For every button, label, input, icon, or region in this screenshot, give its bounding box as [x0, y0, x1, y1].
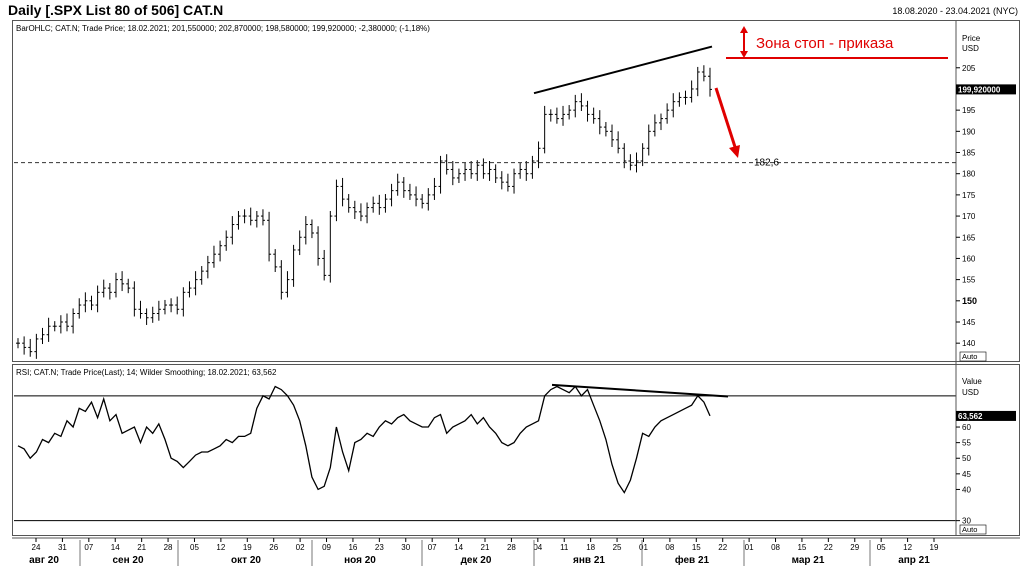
x-day-label: 16 [348, 543, 357, 552]
x-day-label: 05 [877, 543, 886, 552]
rsi-tick-label: 40 [962, 485, 971, 494]
x-month-label: мар 21 [792, 555, 825, 566]
red-down-arrow-head [729, 145, 740, 158]
x-day-label: 21 [137, 543, 146, 552]
rsi-series-line [14, 385, 956, 522]
price-tick-label: 160 [962, 254, 976, 263]
x-day-label: 24 [32, 543, 41, 552]
price-axis-unit: USD [962, 44, 979, 53]
x-day-label: 22 [718, 543, 727, 552]
x-month-label: фев 21 [675, 554, 710, 566]
x-day-label: 15 [797, 543, 806, 552]
x-day-label: 28 [164, 543, 173, 552]
x-day-label: 14 [454, 543, 463, 552]
price-tick-label: 190 [962, 127, 976, 136]
x-month-label: дек 20 [461, 555, 492, 566]
price-auto-label: Auto [962, 352, 977, 361]
last-price-tag-label: 199,920000 [958, 85, 1001, 94]
price-tick-label: 185 [962, 149, 976, 158]
last-price-tag [956, 84, 1016, 95]
x-month-label: окт 20 [231, 555, 261, 566]
x-day-label: 31 [58, 543, 67, 552]
price-tick-label: 175 [962, 191, 976, 200]
red-down-arrow [714, 87, 738, 151]
x-day-label: 01 [745, 543, 754, 552]
rsi-axis-unit: USD [962, 388, 979, 397]
price-tick-label: 170 [962, 212, 976, 221]
x-day-label: 12 [216, 543, 225, 552]
stop-zone-arrow-bottom [740, 51, 748, 58]
x-day-label: 08 [771, 543, 780, 552]
x-day-label: 25 [613, 543, 622, 552]
rsi-line [17, 385, 711, 494]
price-series-bars [16, 65, 712, 359]
annotations: 182,6 Зона стоп - приказа [14, 26, 956, 398]
last-rsi-tag-label: 63,562 [958, 412, 983, 421]
x-day-label: 07 [84, 543, 93, 552]
price-axis-label: Price [962, 34, 981, 43]
support-level-label: 182,6 [754, 158, 779, 169]
price-pane[interactable] [12, 20, 1020, 362]
x-day-label: 12 [903, 543, 912, 552]
price-tick-label: 140 [962, 339, 976, 348]
x-day-label: 15 [692, 543, 701, 552]
x-month-label: сен 20 [112, 555, 144, 566]
stop-zone-label: Зона стоп - приказа [756, 35, 894, 52]
rsi-tick-label: 30 [962, 517, 971, 526]
x-day-label: 08 [665, 543, 674, 552]
x-day-label: 21 [481, 543, 490, 552]
x-day-label: 23 [375, 543, 384, 552]
rsi-pane[interactable] [12, 364, 1020, 536]
price-trend-line [533, 45, 713, 95]
rsi-auto-label: Auto [962, 525, 977, 534]
x-day-label: 26 [269, 543, 278, 552]
price-pane-legend: BarOHLC; CAT.N; Trade Price; 18.02.2021;… [16, 24, 430, 33]
rsi-axis-label: Value [962, 377, 982, 386]
price-tick-label: 180 [962, 170, 976, 179]
rsi-trend-line [551, 383, 729, 398]
rsi-tick-label: 50 [962, 454, 971, 463]
x-day-label: 18 [586, 543, 595, 552]
x-month-label: авг 20 [29, 555, 59, 566]
rsi-tick-label: 55 [962, 439, 971, 448]
x-day-label: 01 [639, 543, 648, 552]
axes: 1401451501551601651701751801851901952002… [12, 20, 1020, 566]
x-day-label: 04 [533, 543, 542, 552]
x-month-label: ноя 20 [344, 555, 376, 566]
x-day-label: 05 [190, 543, 199, 552]
x-day-label: 30 [401, 543, 410, 552]
x-day-label: 19 [930, 543, 939, 552]
date-range: 18.08.2020 - 23.04.2021 (NYC) [892, 6, 1018, 16]
x-day-label: 14 [111, 543, 120, 552]
x-day-label: 09 [322, 543, 331, 552]
x-day-label: 22 [824, 543, 833, 552]
x-day-label: 07 [428, 543, 437, 552]
rsi-pane-legend: RSI; CAT.N; Trade Price(Last); 14; Wilde… [16, 368, 277, 377]
price-tick-label: 195 [962, 106, 976, 115]
stop-zone-arrow-top [740, 26, 748, 33]
last-rsi-tag [956, 410, 1016, 421]
price-tick-label: 145 [962, 318, 976, 327]
rsi-tick-label: 45 [962, 470, 971, 479]
rsi-tick-label: 60 [962, 423, 971, 432]
rsi-auto-box [959, 524, 987, 535]
x-day-label: 19 [243, 543, 252, 552]
price-tick-label: 165 [962, 233, 976, 242]
x-day-label: 02 [296, 543, 305, 552]
price-tick-label: 155 [962, 276, 976, 285]
x-month-label: янв 21 [573, 555, 605, 566]
x-day-label: 28 [507, 543, 516, 552]
price-tick-label: 150 [962, 296, 977, 306]
price-auto-box [959, 351, 987, 362]
chart-title: Daily [.SPX List 80 of 506] CAT.N [8, 2, 224, 18]
price-tick-label: 205 [962, 64, 976, 73]
x-month-label: апр 21 [898, 555, 930, 566]
x-day-label: 11 [560, 543, 569, 552]
x-day-label: 29 [850, 543, 859, 552]
